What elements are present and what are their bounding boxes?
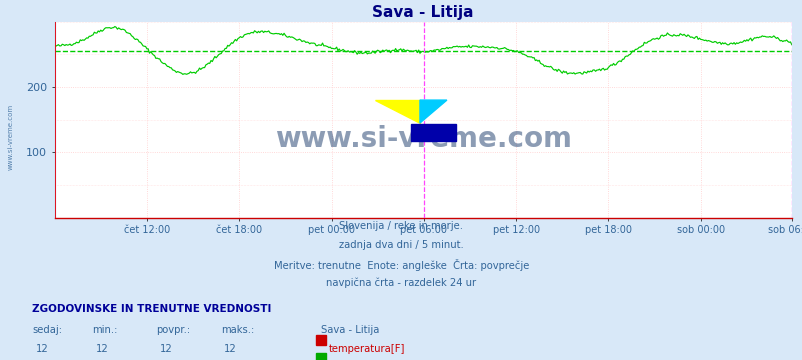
Text: ZGODOVINSKE IN TRENUTNE VREDNOSTI: ZGODOVINSKE IN TRENUTNE VREDNOSTI — [32, 304, 271, 314]
Text: Slovenija / reke in morje.: Slovenija / reke in morje. — [339, 221, 463, 231]
Text: 12: 12 — [95, 344, 108, 354]
Text: maks.:: maks.: — [221, 325, 253, 335]
Text: www.si-vreme.com: www.si-vreme.com — [274, 125, 571, 153]
Text: zadnja dva dni / 5 minut.: zadnja dva dni / 5 minut. — [338, 240, 464, 250]
Text: 12: 12 — [35, 344, 48, 354]
Text: 12: 12 — [160, 344, 172, 354]
Text: povpr.:: povpr.: — [156, 325, 190, 335]
Text: Meritve: trenutne  Enote: angleške  Črta: povprečje: Meritve: trenutne Enote: angleške Črta: … — [273, 259, 529, 271]
Title: Sava - Litija: Sava - Litija — [372, 5, 473, 21]
Text: navpična črta - razdelek 24 ur: navpična črta - razdelek 24 ur — [326, 278, 476, 288]
Text: www.si-vreme.com: www.si-vreme.com — [7, 104, 14, 170]
Text: 12: 12 — [224, 344, 237, 354]
Polygon shape — [375, 100, 419, 123]
Polygon shape — [419, 100, 447, 123]
Text: min.:: min.: — [92, 325, 118, 335]
Text: temperatura[F]: temperatura[F] — [329, 344, 405, 354]
Text: Sava - Litija: Sava - Litija — [321, 325, 379, 335]
Text: sedaj:: sedaj: — [32, 325, 62, 335]
Bar — [411, 124, 456, 141]
